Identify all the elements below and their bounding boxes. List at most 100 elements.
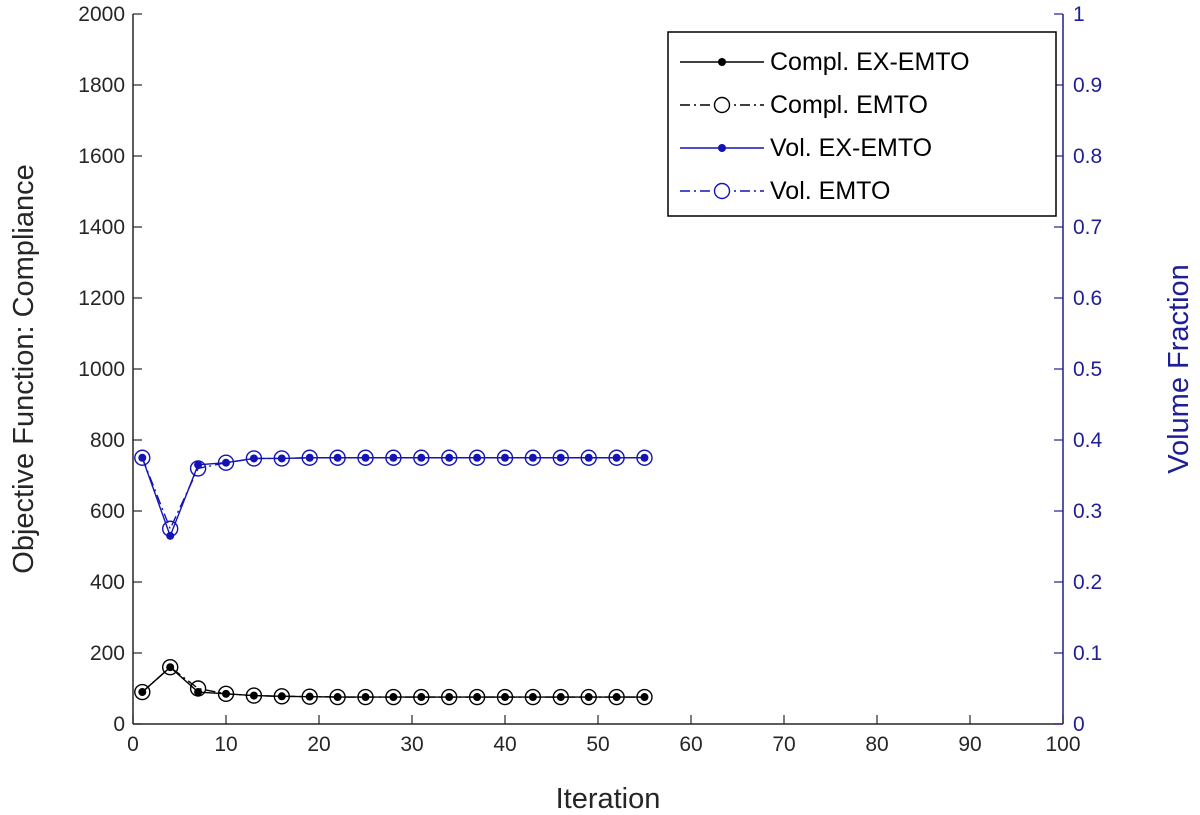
data-point-vol-ex-emto [501,453,509,462]
data-point-vol-emto [301,449,318,466]
data-point-vol-emto [245,450,263,467]
y-tick-label: 600 [90,500,125,523]
y-tick-label: 400 [90,571,125,594]
data-point-compl-emto [245,687,263,704]
x-tick-label: 20 [307,733,330,756]
y2-tick-label: 0.9 [1073,74,1102,97]
y2-tick-label: 0.7 [1073,216,1102,239]
data-point-vol-emto [552,449,569,466]
y-axis-title: Objective Function: Compliance [8,164,40,573]
ticks-layer: 0 10 20 30 40 50 60 70 80 90 100020040060080010001… [78,3,1102,756]
legend-marker-compl-ex-emto [718,58,726,66]
data-point-vol-emto [385,449,402,466]
data-point-compl-emto [636,688,653,706]
data-point-compl-emto [580,688,597,706]
data-point-compl-emto [273,688,290,705]
series-line-compl-emto [141,666,645,698]
data-point-compl-emto [301,688,318,705]
data-point-compl-ex-emto [333,693,342,702]
y-tick-label: 1000 [78,358,125,381]
data-point-compl-emto [524,688,542,706]
legend-label-compl-emto: Compl. EMTO [770,91,928,119]
y2-tick-label: 0.2 [1073,571,1102,594]
y2-tick-label: 0 [1073,713,1085,736]
data-point-vol-ex-emto [528,453,537,462]
data-point-compl-emto [413,688,430,706]
y-tick-label: 1600 [78,145,125,168]
x-axis-title: Iteration [556,783,661,815]
y-tick-label: 2000 [78,3,125,26]
legend-marker-compl-emto [713,96,731,114]
data-point-compl-emto [189,680,207,697]
data-point-vol-emto [134,449,151,466]
x-tick-label: 90 [958,733,981,756]
y2-tick-label: 1 [1073,3,1085,26]
data-point-vol-ex-emto [194,460,203,469]
y2-tick-label: 0.6 [1073,287,1102,310]
y2-tick-label: 0.4 [1073,429,1103,452]
data-point-compl-ex-emto [612,693,621,702]
y2-tick-label: 0.3 [1073,500,1102,523]
data-point-compl-emto [441,688,458,706]
x-tick-label: 70 [772,733,795,756]
data-point-vol-ex-emto [361,453,370,462]
data-point-compl-emto [134,683,151,701]
data-point-compl-ex-emto [194,688,203,697]
y2-tick-label: 0.5 [1073,358,1102,381]
legend-samples [680,58,764,200]
data-point-vol-emto [636,449,653,466]
x-tick-label: 80 [865,733,888,756]
data-point-compl-emto [552,688,569,706]
data-point-vol-emto [161,520,179,537]
x-tick-label: 100 [1045,733,1080,756]
data-point-vol-emto [608,449,625,466]
data-point-vol-emto [441,449,458,466]
data-point-compl-emto [161,659,179,676]
y-tick-label: 1400 [78,216,125,239]
y-tick-label: 1800 [78,74,125,97]
data-point-vol-ex-emto [249,454,258,463]
data-point-compl-emto [217,685,235,703]
legend: Compl. EX-EMTO Compl. EMTO Vol. EX-EMTO … [667,31,1057,217]
data-point-compl-emto [329,688,346,706]
y-tick-label: 800 [90,429,125,452]
y2-axis-title: Volume Fraction [1163,264,1195,474]
data-point-vol-emto [189,460,207,477]
data-point-compl-emto [608,688,625,706]
data-point-compl-ex-emto [640,693,649,702]
y2-tick-label: 0.8 [1073,145,1102,168]
y-tick-label: 1200 [78,287,125,310]
data-point-vol-emto [496,449,514,466]
legend-label-compl-ex-emto: Compl. EX-EMTO [770,48,970,76]
data-point-vol-emto [524,449,542,466]
series-layer [134,449,653,706]
data-point-vol-emto [413,449,430,466]
data-point-vol-ex-emto [389,453,398,462]
y-tick-label: 0 [113,713,125,736]
y2-tick-label: 0.1 [1073,642,1102,665]
legend-label-vol-ex-emto: Vol. EX-EMTO [770,134,932,162]
x-tick-label: 40 [493,733,516,756]
data-point-vol-emto [273,450,290,467]
data-point-compl-emto [385,688,402,706]
data-point-vol-ex-emto [222,458,230,467]
data-point-vol-emto [329,449,346,466]
x-tick-label: 0 [127,733,139,756]
legend-marker-vol-ex-emto [718,144,726,152]
data-point-vol-ex-emto [640,453,649,462]
legend-label-vol-emto: Vol. EMTO [770,177,890,205]
data-point-vol-emto [217,454,235,471]
x-tick-label: 50 [586,733,609,756]
data-point-vol-emto [357,449,374,466]
data-point-compl-ex-emto [417,693,426,702]
series-line-vol-emto [141,457,645,531]
x-tick-label: 30 [400,733,423,756]
data-point-compl-ex-emto [501,693,509,702]
x-tick-label: 60 [679,733,702,756]
data-point-vol-emto [580,449,597,466]
data-point-vol-emto [468,449,486,466]
data-point-compl-emto [357,688,374,706]
x-tick-label: 10 [214,733,237,756]
